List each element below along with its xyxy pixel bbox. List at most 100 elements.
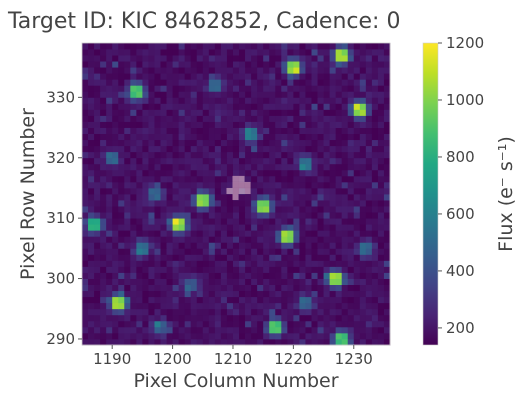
- heatmap-cell: [106, 338, 113, 346]
- heatmap-cell: [88, 127, 95, 134]
- heatmap-cell: [371, 133, 379, 141]
- heatmap-cell: [94, 169, 101, 177]
- heatmap-cell: [202, 296, 210, 304]
- heatmap-cell: [154, 43, 161, 50]
- heatmap-cell: [341, 103, 349, 110]
- heatmap-cell: [383, 169, 391, 177]
- heatmap-cell: [136, 314, 143, 322]
- heatmap-cell: [160, 127, 167, 134]
- heatmap-cell: [172, 43, 180, 50]
- heatmap-cell: [124, 332, 131, 340]
- heatmap-cell: [281, 338, 288, 346]
- heatmap-cell: [305, 73, 312, 80]
- heatmap-cell: [359, 266, 367, 273]
- heatmap-cell: [124, 224, 131, 231]
- heatmap-cell: [82, 145, 89, 153]
- heatmap-cell: [124, 187, 131, 195]
- heatmap-cell: [130, 278, 137, 285]
- heatmap-cell: [220, 67, 228, 74]
- heatmap-cell: [257, 296, 264, 304]
- heatmap-cell: [311, 67, 318, 74]
- heatmap-cell: [293, 187, 300, 195]
- heatmap-cell: [190, 338, 198, 346]
- heatmap-cell: [347, 55, 355, 62]
- heatmap-cell: [226, 206, 234, 213]
- heatmap-cell: [142, 115, 149, 122]
- heatmap-cell: [341, 133, 349, 141]
- heatmap-cell: [335, 284, 343, 292]
- heatmap-cell: [226, 260, 234, 267]
- heatmap-cell: [130, 127, 137, 134]
- heatmap-cell: [335, 242, 343, 249]
- heatmap-cell: [112, 91, 119, 98]
- aperture-pixel: [232, 194, 239, 201]
- heatmap-cell: [94, 43, 101, 50]
- heatmap-cell: [226, 73, 234, 80]
- heatmap-cell: [208, 43, 216, 50]
- heatmap-cell: [371, 97, 379, 104]
- heatmap-cell: [106, 85, 113, 92]
- heatmap-cell: [245, 163, 252, 171]
- heatmap-cell: [269, 169, 276, 177]
- heatmap-cell: [184, 194, 192, 201]
- heatmap-cell: [341, 151, 349, 159]
- heatmap-cell: [160, 157, 167, 165]
- heatmap-cell: [160, 302, 167, 310]
- heatmap-cell: [172, 49, 180, 56]
- heatmap-cell: [311, 85, 318, 92]
- heatmap-cell: [263, 109, 270, 116]
- heatmap-cell: [160, 97, 167, 104]
- heatmap-cell: [287, 206, 294, 213]
- heatmap-cell: [154, 121, 161, 128]
- heatmap-cell: [311, 260, 318, 267]
- heatmap-cell: [299, 145, 306, 153]
- heatmap-cell: [148, 121, 155, 128]
- heatmap-cell: [263, 187, 270, 195]
- heatmap-cell: [335, 332, 343, 340]
- heatmap-cell: [154, 248, 161, 255]
- heatmap-cell: [160, 326, 167, 334]
- heatmap-cell: [106, 260, 113, 267]
- heatmap-cell: [208, 133, 216, 141]
- heatmap-cell: [220, 242, 228, 249]
- heatmap-cell: [281, 157, 288, 165]
- heatmap-cell: [82, 302, 89, 310]
- y-tick-label: 300: [46, 270, 75, 288]
- heatmap-cell: [124, 194, 131, 201]
- heatmap-cell: [232, 139, 240, 147]
- heatmap-cell: [377, 145, 385, 153]
- heatmap-cell: [142, 260, 149, 267]
- heatmap-cell: [142, 230, 149, 237]
- heatmap-cell: [226, 121, 234, 128]
- heatmap-cell: [154, 260, 161, 267]
- heatmap-cell: [172, 127, 180, 134]
- heatmap-cell: [257, 103, 264, 110]
- heatmap-cell: [347, 308, 355, 316]
- heatmap-cell: [251, 338, 258, 346]
- heatmap-cell: [130, 103, 137, 110]
- heatmap-cell: [269, 278, 276, 285]
- heatmap-cell: [347, 200, 355, 207]
- heatmap-cell: [263, 67, 270, 74]
- heatmap-cell: [130, 266, 137, 273]
- heatmap-cell: [208, 139, 216, 147]
- heatmap-cell: [106, 181, 113, 189]
- heatmap-cell: [106, 55, 113, 62]
- heatmap-cell: [148, 320, 155, 328]
- heatmap-cell: [383, 212, 391, 219]
- heatmap-cell: [160, 79, 167, 86]
- heatmap-cell: [190, 181, 198, 189]
- heatmap-cell: [214, 139, 222, 147]
- heatmap-cell: [232, 133, 240, 141]
- heatmap-cell: [136, 194, 143, 201]
- heatmap-cell: [196, 230, 204, 237]
- heatmap-cell: [118, 308, 125, 316]
- heatmap-cell: [281, 109, 288, 116]
- heatmap-cell: [220, 224, 228, 231]
- heatmap-cell: [305, 194, 312, 201]
- heatmap-cell: [281, 127, 288, 134]
- heatmap-cell: [142, 302, 149, 310]
- heatmap-cell: [359, 230, 367, 237]
- heatmap-cell: [94, 175, 101, 183]
- heatmap-cell: [269, 224, 276, 231]
